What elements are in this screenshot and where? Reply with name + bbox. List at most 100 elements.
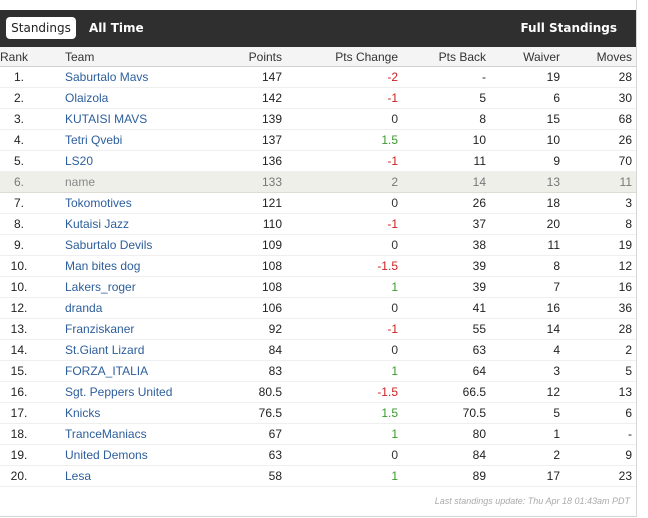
- pts-change-cell: -1: [282, 213, 398, 235]
- points-cell: 67: [186, 423, 282, 445]
- pts-back-cell: 14: [398, 171, 486, 193]
- team-link[interactable]: United Demons: [65, 448, 148, 462]
- waiver-cell: 6: [486, 87, 560, 109]
- column-header-team[interactable]: Team: [38, 47, 186, 67]
- rank-cell: 9.: [0, 234, 38, 256]
- team-link[interactable]: Lakers_roger: [65, 280, 136, 294]
- waiver-cell: 8: [486, 255, 560, 277]
- points-cell: 136: [186, 150, 282, 172]
- team-link[interactable]: name: [65, 175, 96, 189]
- rank-cell: 7.: [0, 192, 38, 214]
- team-cell: FORZA_ITALIA: [38, 360, 186, 382]
- pts-back-cell: 37: [398, 213, 486, 235]
- pts-back-cell: 39: [398, 276, 486, 298]
- standings-rows: 1. Saburtalo Mavs 147 -2-19 28 2. Olaizola 142-…: [0, 66, 636, 487]
- team-link[interactable]: TranceManiacs: [65, 427, 147, 441]
- moves-cell: 5: [560, 360, 636, 382]
- table-row: 7. Tokomotives 121 0 26 18 3: [0, 192, 636, 214]
- moves-cell: 23: [560, 465, 636, 487]
- team-link[interactable]: Knicks: [65, 406, 101, 420]
- points-cell: 58: [186, 465, 282, 487]
- team-link[interactable]: Kutaisi Jazz: [65, 217, 130, 231]
- rank-cell: 8.: [0, 213, 38, 235]
- points-cell: 147: [186, 66, 282, 88]
- rank-cell: 3.: [0, 108, 38, 130]
- waiver-cell: 20: [486, 213, 560, 235]
- team-link[interactable]: St.Giant Lizard: [65, 343, 145, 357]
- moves-cell: 30: [560, 87, 636, 109]
- full-standings-link[interactable]: Full Standings: [520, 21, 617, 35]
- column-header-waiver[interactable]: Waiver: [486, 47, 560, 67]
- points-cell: 110: [186, 213, 282, 235]
- column-header-rank[interactable]: Rank: [0, 47, 38, 67]
- team-link[interactable]: FORZA_ITALIA: [65, 364, 149, 378]
- team-cell: name: [38, 171, 186, 193]
- team-link[interactable]: Tetri Qvebi: [65, 133, 123, 147]
- rank-cell: 16.: [0, 381, 38, 403]
- column-header-points[interactable]: Points: [186, 47, 282, 67]
- pts-change-cell: 0: [282, 444, 398, 466]
- points-cell: 84: [186, 339, 282, 361]
- moves-cell: 26: [560, 129, 636, 151]
- team-link[interactable]: Saburtalo Devils: [65, 238, 153, 252]
- tab-standings[interactable]: Standings: [6, 17, 76, 39]
- waiver-cell: 9: [486, 150, 560, 172]
- pts-back-cell: -: [398, 66, 486, 88]
- table-row: 17. Knicks 76.5 1.5 70.5 5 6: [0, 402, 636, 424]
- rank-cell: 12.: [0, 297, 38, 319]
- pts-change-cell: -1.5: [282, 381, 398, 403]
- column-header-pts-back[interactable]: Pts Back: [398, 47, 486, 67]
- waiver-cell: 5: [486, 402, 560, 424]
- team-cell: TranceManiacs: [38, 423, 186, 445]
- moves-cell: 2: [560, 339, 636, 361]
- moves-cell: 70: [560, 150, 636, 172]
- moves-cell: 6: [560, 402, 636, 424]
- waiver-cell: 4: [486, 339, 560, 361]
- pts-back-cell: 26: [398, 192, 486, 214]
- pts-change-cell: -1: [282, 150, 398, 172]
- table-row: 10. Lakers_roger 108 1 39 7 16: [0, 276, 636, 298]
- rank-cell: 6.: [0, 171, 38, 193]
- column-header-pts-change[interactable]: Pts Change: [282, 47, 398, 67]
- table-row: 1. Saburtalo Mavs 147 -2-19 28: [0, 66, 636, 88]
- pts-change-cell: -1.5: [282, 255, 398, 277]
- pts-change-cell: 0: [282, 192, 398, 214]
- team-link[interactable]: Sgt. Peppers United: [65, 385, 173, 399]
- table-row: 4. Tetri Qvebi 137 1.5 10 10 26: [0, 129, 636, 151]
- moves-cell: -: [560, 423, 636, 445]
- waiver-cell: 16: [486, 297, 560, 319]
- points-cell: 121: [186, 192, 282, 214]
- pts-back-cell: 70.5: [398, 402, 486, 424]
- team-link[interactable]: Lesa: [65, 469, 92, 483]
- team-link[interactable]: Saburtalo Mavs: [65, 70, 149, 84]
- team-cell: Man bites dog: [38, 255, 186, 277]
- team-cell: Olaizola: [38, 87, 186, 109]
- pts-change-cell: 1: [282, 423, 398, 445]
- waiver-cell: 19: [486, 66, 560, 88]
- moves-cell: 19: [560, 234, 636, 256]
- table-row: 10. Man bites dog 108 -1.5 39 8 12: [0, 255, 636, 277]
- pts-back-cell: 55: [398, 318, 486, 340]
- team-link[interactable]: Olaizola: [65, 91, 109, 105]
- team-link[interactable]: Man bites dog: [65, 259, 141, 273]
- standings-header: Standings All Time Full Standings: [0, 10, 636, 47]
- waiver-cell: 15: [486, 108, 560, 130]
- pts-change-cell: 1: [282, 465, 398, 487]
- table-row-own-team: 6. name 133 2 14 13 11: [0, 171, 636, 193]
- team-link[interactable]: Franziskaner: [65, 322, 135, 336]
- rank-cell: 17.: [0, 402, 38, 424]
- table-row: 13. Franziskaner 92 -1 55 14 28: [0, 318, 636, 340]
- pts-back-cell: 66.5: [398, 381, 486, 403]
- team-link[interactable]: KUTAISI MAVS: [65, 112, 148, 126]
- waiver-cell: 17: [486, 465, 560, 487]
- team-link[interactable]: Tokomotives: [65, 196, 132, 210]
- column-header-moves[interactable]: Moves: [560, 47, 636, 67]
- points-cell: 133: [186, 171, 282, 193]
- moves-cell: 13: [560, 381, 636, 403]
- table-header-row: Rank Team Points Pts Change Pts Back Wai…: [0, 47, 636, 67]
- points-cell: 63: [186, 444, 282, 466]
- points-cell: 139: [186, 108, 282, 130]
- tab-all-time[interactable]: All Time: [89, 21, 144, 35]
- team-link[interactable]: dranda: [65, 301, 103, 315]
- team-link[interactable]: LS20: [65, 154, 94, 168]
